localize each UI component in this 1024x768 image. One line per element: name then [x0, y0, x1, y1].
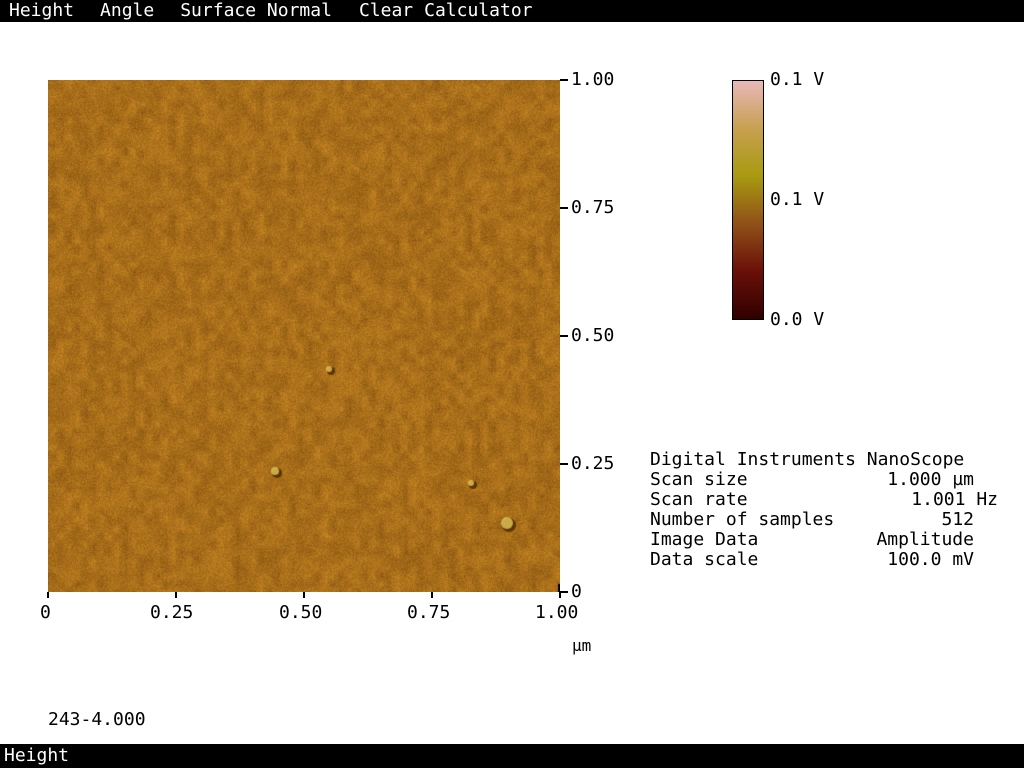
- info-label: Scan size: [650, 469, 748, 490]
- status-bar: Height: [0, 744, 1024, 768]
- y-tick: [560, 591, 568, 593]
- x-tick-label: 0.75: [407, 602, 451, 623]
- colorbar-top-label: 0.1 V: [770, 69, 825, 90]
- x-tick: [431, 592, 433, 598]
- y-tick-label: 0.75: [571, 197, 615, 218]
- color-scale-bar: [732, 80, 764, 320]
- y-tick: [560, 207, 568, 209]
- x-tick: [559, 592, 561, 598]
- y-tick: [560, 335, 568, 337]
- info-row-scan-size: Scan size 1.000 µm: [650, 470, 1010, 490]
- x-tick-label: 1.00: [535, 602, 579, 623]
- menu-clear[interactable]: Clear: [358, 0, 414, 21]
- info-row-samples: Number of samples 512: [650, 510, 1010, 530]
- info-value: 512: [941, 509, 974, 530]
- menu-surface-normal[interactable]: Surface Normal: [180, 0, 332, 21]
- info-value: 100.0 mV: [887, 549, 974, 570]
- info-label: Data scale: [650, 549, 759, 570]
- x-tick-label: 0: [40, 602, 51, 623]
- x-axis-unit: µm: [572, 636, 592, 655]
- info-row-data-scale: Data scale 100.0 mV: [650, 550, 1010, 570]
- scan-info-panel: Digital Instruments NanoScope Scan size …: [650, 450, 1010, 570]
- colorbar-mid-label: 0.1 V: [770, 189, 825, 210]
- y-tick: [560, 79, 568, 81]
- y-tick-label: 1.00: [571, 69, 615, 90]
- x-tick: [303, 592, 305, 598]
- colorbar-bottom-label: 0.0 V: [770, 309, 825, 330]
- info-value: 1.001 Hz: [911, 489, 998, 510]
- afm-amplitude-image[interactable]: [48, 80, 560, 592]
- x-tick-label: 0.25: [150, 602, 194, 623]
- menu-calculator[interactable]: Calculator: [424, 0, 533, 21]
- x-tick: [175, 592, 177, 598]
- info-label: Scan rate: [650, 489, 748, 510]
- status-text: Height: [4, 745, 70, 766]
- x-tick: [47, 592, 49, 598]
- x-tick-label: 0.50: [279, 602, 323, 623]
- y-tick-label: 0: [571, 581, 582, 602]
- menu-bar: Height Angle Surface Normal Clear Calcul…: [0, 0, 1024, 22]
- y-tick-label: 0.50: [571, 325, 615, 346]
- info-row-image-data: Image Data Amplitude: [650, 530, 1010, 550]
- y-tick: [560, 463, 568, 465]
- menu-height[interactable]: Height: [9, 0, 75, 21]
- menu-angle[interactable]: Angle: [100, 0, 155, 21]
- instrument-title: Digital Instruments NanoScope: [650, 449, 965, 470]
- y-tick-label: 0.25: [571, 453, 615, 474]
- info-value: Amplitude: [876, 529, 974, 550]
- file-name-label: 243-4.000: [48, 709, 146, 730]
- info-label: Image Data: [650, 529, 759, 550]
- info-label: Number of samples: [650, 509, 835, 530]
- info-row-scan-rate: Scan rate 1.001 Hz: [650, 490, 1010, 510]
- info-value: 1.000 µm: [887, 469, 974, 490]
